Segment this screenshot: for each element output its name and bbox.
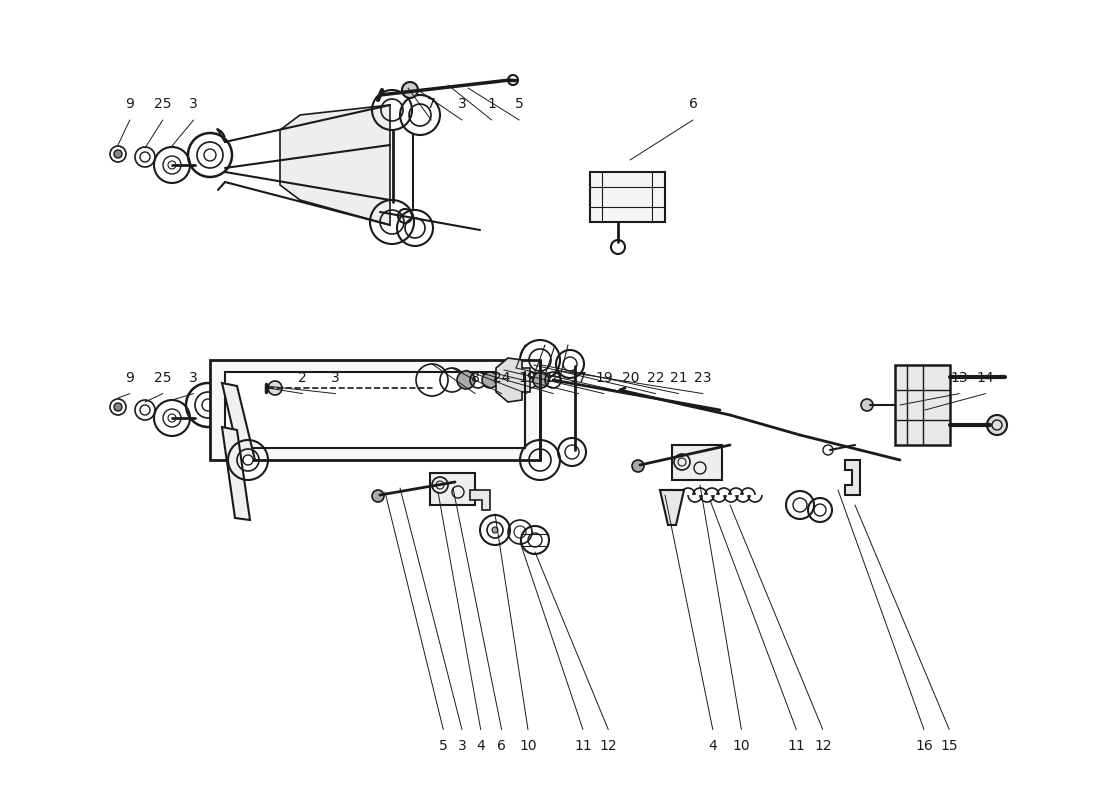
Circle shape — [482, 372, 498, 388]
Polygon shape — [845, 460, 860, 495]
Bar — [672, 445, 722, 480]
Text: 18: 18 — [544, 370, 562, 385]
Text: 9: 9 — [125, 97, 134, 111]
Text: 23: 23 — [694, 370, 712, 385]
Circle shape — [987, 415, 1007, 435]
Circle shape — [506, 370, 526, 390]
Polygon shape — [470, 490, 490, 510]
Text: 6: 6 — [689, 97, 697, 111]
Circle shape — [372, 490, 384, 502]
Text: 14: 14 — [977, 370, 994, 385]
Circle shape — [114, 150, 122, 158]
Bar — [590, 172, 666, 222]
Text: 22: 22 — [647, 370, 664, 385]
Text: 9: 9 — [125, 370, 134, 385]
Text: 17: 17 — [570, 370, 587, 385]
Circle shape — [268, 381, 282, 395]
Circle shape — [168, 161, 176, 169]
Circle shape — [243, 455, 253, 465]
Circle shape — [168, 414, 176, 422]
Circle shape — [534, 372, 549, 388]
Text: 6: 6 — [497, 738, 506, 753]
Text: 12: 12 — [600, 738, 617, 753]
Text: 24: 24 — [493, 370, 510, 385]
Text: 7: 7 — [427, 97, 436, 111]
Text: 25: 25 — [154, 97, 172, 111]
Text: 12: 12 — [814, 738, 832, 753]
Bar — [430, 473, 475, 505]
Text: 3: 3 — [189, 370, 198, 385]
Text: 19: 19 — [518, 370, 536, 385]
Circle shape — [114, 403, 122, 411]
Polygon shape — [496, 358, 530, 402]
Text: 3: 3 — [189, 97, 198, 111]
Text: 3: 3 — [458, 97, 466, 111]
Polygon shape — [210, 360, 540, 460]
Text: 5: 5 — [515, 97, 524, 111]
Text: 16: 16 — [915, 738, 933, 753]
Circle shape — [632, 460, 644, 472]
Text: 13: 13 — [950, 370, 968, 385]
Text: 10: 10 — [733, 738, 750, 753]
Circle shape — [202, 399, 215, 411]
Text: 21: 21 — [670, 370, 688, 385]
Text: 3: 3 — [331, 370, 340, 385]
Polygon shape — [660, 490, 684, 525]
Text: 3: 3 — [458, 738, 466, 753]
Circle shape — [456, 371, 475, 389]
Text: 19: 19 — [595, 370, 613, 385]
Polygon shape — [226, 372, 525, 448]
Text: 20: 20 — [621, 370, 639, 385]
Text: 1: 1 — [487, 97, 496, 111]
Text: 5: 5 — [439, 738, 448, 753]
Text: 4: 4 — [708, 738, 717, 753]
Circle shape — [861, 399, 873, 411]
Polygon shape — [280, 105, 390, 225]
Circle shape — [204, 149, 216, 161]
Text: 10: 10 — [519, 738, 537, 753]
Polygon shape — [222, 427, 250, 520]
Text: 25: 25 — [154, 370, 172, 385]
Text: 11: 11 — [574, 738, 592, 753]
Circle shape — [402, 82, 418, 98]
Text: 11: 11 — [788, 738, 805, 753]
Circle shape — [492, 527, 498, 533]
Polygon shape — [222, 383, 255, 460]
Text: 8: 8 — [471, 370, 480, 385]
Text: 2: 2 — [298, 370, 307, 385]
Text: 4: 4 — [476, 738, 485, 753]
Text: 15: 15 — [940, 738, 958, 753]
Polygon shape — [895, 365, 950, 445]
